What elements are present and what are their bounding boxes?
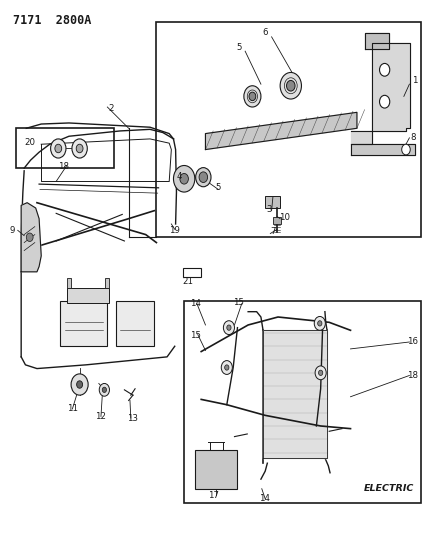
Text: 6: 6 [262,28,268,37]
Text: 3: 3 [267,205,272,214]
Bar [105,278,110,288]
Polygon shape [205,112,357,150]
Bar [60,301,107,346]
Circle shape [402,144,410,155]
Text: 5: 5 [237,43,242,52]
Circle shape [227,325,231,330]
Circle shape [286,80,295,91]
Circle shape [196,167,211,187]
Circle shape [77,381,83,388]
Bar [67,278,71,288]
Polygon shape [351,43,410,144]
Text: 4: 4 [176,172,182,181]
Circle shape [223,321,235,335]
Text: 20: 20 [24,138,35,147]
Bar [184,301,421,503]
Text: 21: 21 [182,277,193,286]
Circle shape [51,139,66,158]
Polygon shape [366,33,389,49]
Text: 18: 18 [58,162,69,171]
Text: 14: 14 [190,299,201,308]
Circle shape [102,387,107,392]
Circle shape [380,63,390,76]
Text: 17: 17 [208,490,220,499]
Text: 14: 14 [259,494,270,503]
Text: 15: 15 [190,331,201,340]
Text: 1: 1 [412,76,417,85]
Text: 19: 19 [169,226,180,235]
Circle shape [180,173,188,184]
Circle shape [26,233,33,241]
Circle shape [249,92,256,101]
Text: ELECTRIC: ELECTRIC [364,484,414,494]
Circle shape [199,172,208,182]
Circle shape [318,321,322,326]
Text: 7171  2800A: 7171 2800A [14,14,92,27]
Text: 18: 18 [407,371,418,380]
Text: 11: 11 [67,405,78,414]
Bar [183,268,201,277]
Circle shape [244,86,261,107]
Text: 8: 8 [410,133,416,142]
Bar [156,22,421,237]
Text: 15: 15 [233,298,244,307]
Circle shape [72,139,87,158]
Bar [67,288,110,303]
Circle shape [280,72,301,99]
Polygon shape [351,144,414,155]
Polygon shape [263,330,327,458]
Circle shape [318,370,323,375]
Text: 7: 7 [270,228,276,237]
Circle shape [173,165,195,192]
Text: 9: 9 [10,226,15,235]
Text: 5: 5 [216,183,221,192]
Text: 13: 13 [127,414,137,423]
Bar [273,216,281,224]
Text: 10: 10 [279,213,290,222]
Circle shape [221,361,232,374]
Text: 2: 2 [108,103,113,112]
Circle shape [99,383,110,396]
Circle shape [315,366,326,379]
Text: 12: 12 [95,412,107,421]
Circle shape [225,365,229,370]
Circle shape [380,95,390,108]
Circle shape [71,374,88,395]
Polygon shape [21,203,41,272]
Bar [265,196,280,208]
Circle shape [76,144,83,153]
Bar [195,450,238,489]
Bar [16,128,114,168]
Circle shape [55,144,62,153]
Text: 16: 16 [407,337,418,346]
Circle shape [314,317,325,330]
Bar [116,301,154,346]
